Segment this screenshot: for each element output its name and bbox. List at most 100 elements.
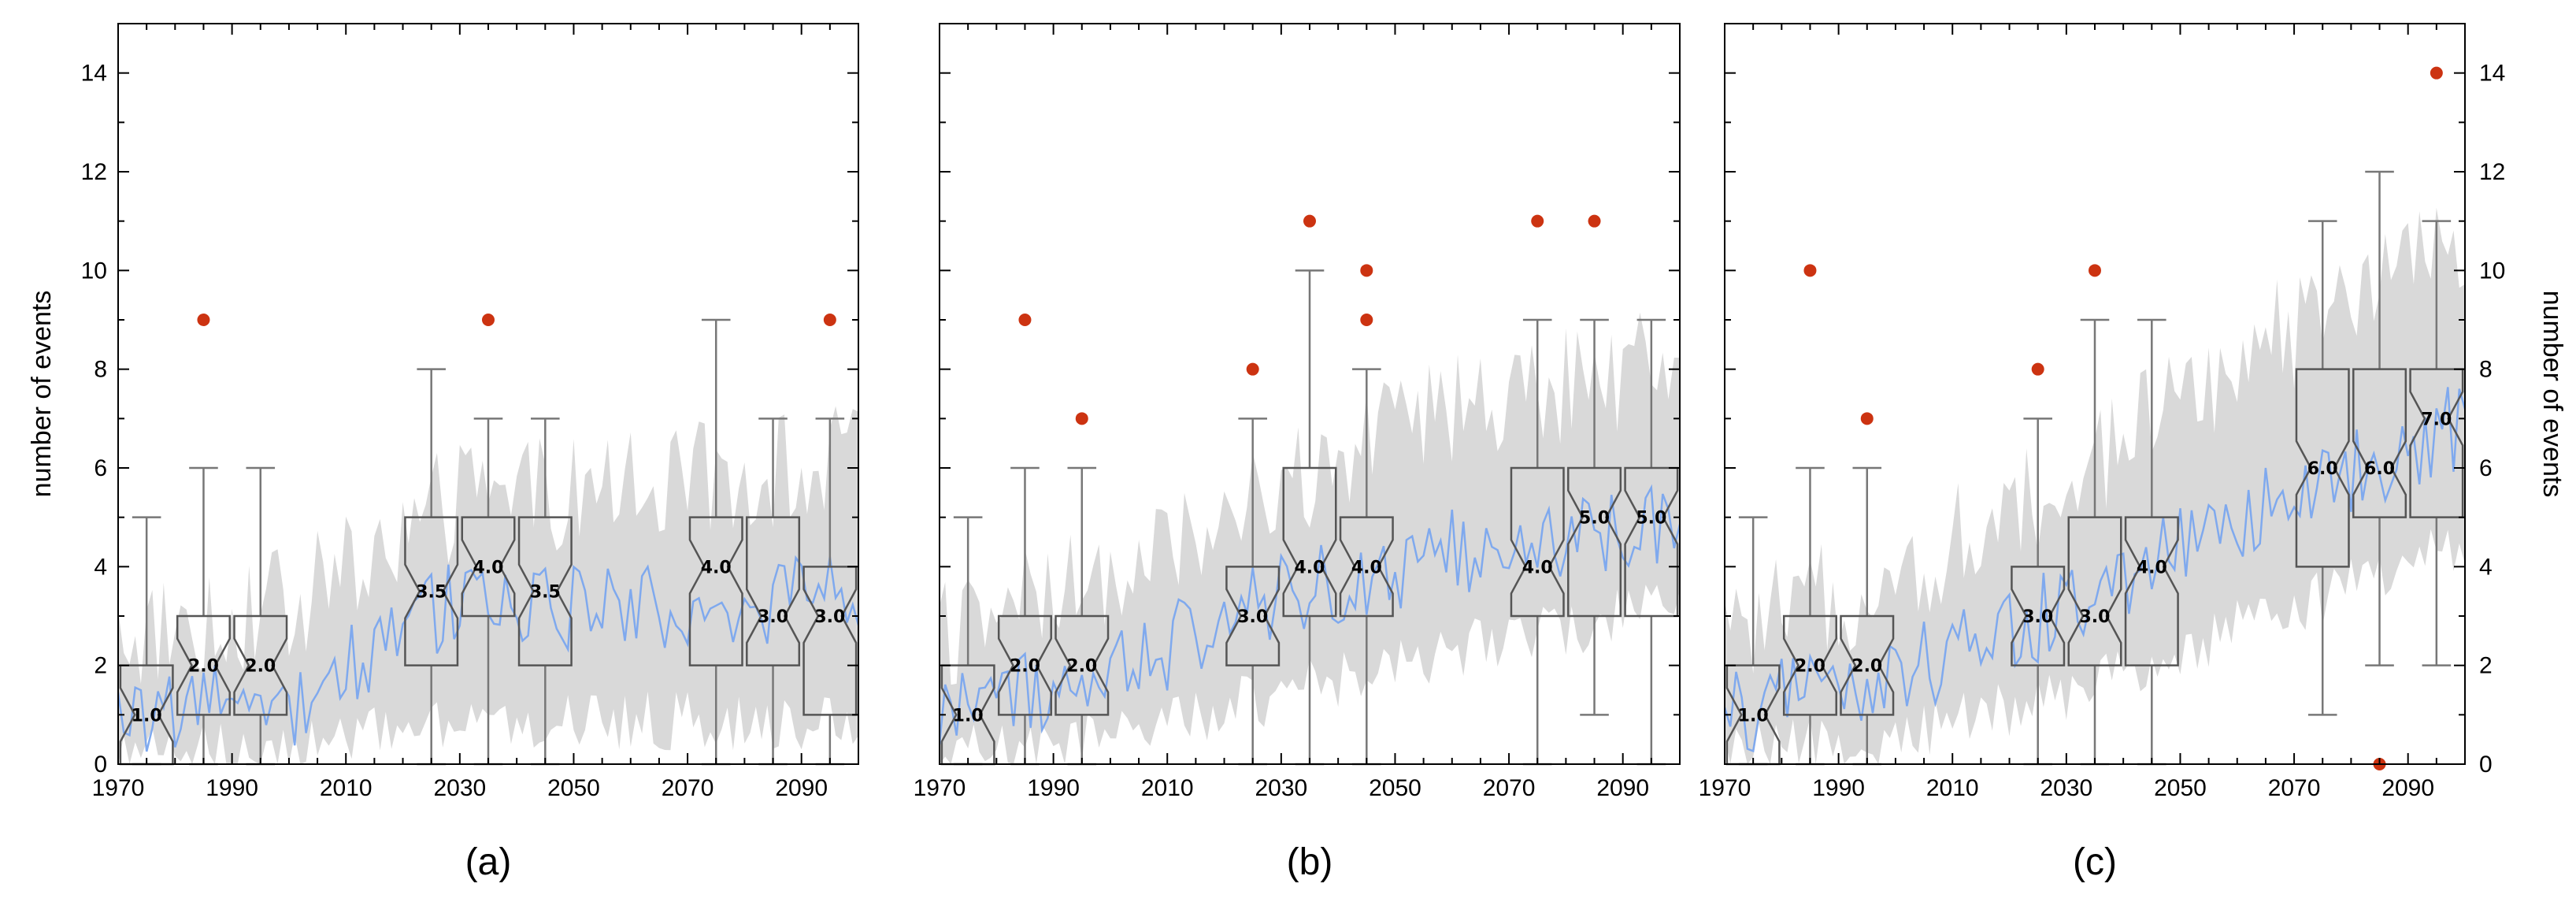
median-label: 1.0 xyxy=(1738,706,1769,726)
median-label: 2.0 xyxy=(1066,657,1097,677)
x-tick-label: 2030 xyxy=(2040,775,2092,801)
y-axis-title: number of events xyxy=(27,291,57,498)
box-body xyxy=(1510,466,1565,618)
x-tick-label: 2010 xyxy=(1926,775,1979,801)
outlier-point xyxy=(823,314,836,326)
y-tick-label: 14 xyxy=(2479,61,2505,87)
x-tick-label: 2090 xyxy=(1596,775,1649,801)
box-body xyxy=(997,614,1052,716)
median-label: 4.0 xyxy=(473,558,504,577)
median-label: 5.0 xyxy=(1579,509,1610,529)
x-tick-label: 2070 xyxy=(1483,775,1536,801)
outlier-point xyxy=(1303,214,1316,228)
box-body xyxy=(1282,466,1337,618)
x-tick-label: 2050 xyxy=(1369,775,1421,801)
median-label: 4.0 xyxy=(1295,558,1325,577)
y-tick-label: 4 xyxy=(94,554,107,580)
box-body xyxy=(233,614,288,716)
box-body xyxy=(2011,566,2066,666)
box-body xyxy=(461,516,516,618)
outlier-point xyxy=(197,314,210,326)
plot-area xyxy=(118,406,858,764)
box-5: 4.0 xyxy=(461,418,516,766)
y-tick-label: 12 xyxy=(2479,159,2505,185)
outlier-point xyxy=(1360,264,1373,277)
box-body xyxy=(1339,516,1394,618)
median-label: 6.0 xyxy=(2364,459,2395,479)
median-label: 7.0 xyxy=(2421,410,2452,429)
y-tick-label: 6 xyxy=(2479,455,2493,481)
box-body xyxy=(688,516,743,666)
box-3: 2.0 xyxy=(233,466,288,766)
median-label: 4.0 xyxy=(1522,558,1553,577)
outlier-point xyxy=(1075,412,1088,425)
y-axis-title: number of events xyxy=(2537,291,2567,498)
box-body xyxy=(2295,368,2350,568)
median-label: 2.0 xyxy=(1851,657,1882,677)
box-9: 7.0 xyxy=(2409,220,2464,666)
box-body xyxy=(746,516,801,666)
x-tick-label: 2050 xyxy=(2154,775,2207,801)
outlier-point xyxy=(1018,314,1032,326)
x-tick-label: 2070 xyxy=(2268,775,2321,801)
box-8: 6.0 xyxy=(2352,170,2407,666)
box-body xyxy=(404,516,459,666)
box-3: 2.0 xyxy=(1054,466,1110,766)
y-tick-label: 2 xyxy=(2479,653,2493,679)
median-label: 3.0 xyxy=(2022,607,2053,627)
x-tick-label: 1990 xyxy=(1812,775,1865,801)
box-8: 3.0 xyxy=(746,418,801,766)
median-label: 4.0 xyxy=(1351,558,1382,577)
box-body xyxy=(1054,614,1110,716)
x-tick-label: 2030 xyxy=(1255,775,1307,801)
median-label: 3.0 xyxy=(814,607,845,627)
x-tick-label: 2030 xyxy=(433,775,486,801)
median-label: 2.0 xyxy=(1795,657,1825,677)
y-tick-label: 10 xyxy=(2479,258,2505,284)
outlier-point xyxy=(1531,214,1544,228)
mean-series-line xyxy=(940,484,1680,745)
x-tick-label: 2090 xyxy=(2381,775,2434,801)
box-7: 6.0 xyxy=(2295,220,2350,716)
box-body xyxy=(1782,614,1837,716)
y-tick-label: 6 xyxy=(94,455,107,481)
box-4: 3.0 xyxy=(2011,418,2066,766)
y-tick-label: 0 xyxy=(2479,752,2493,778)
median-label: 2.0 xyxy=(245,657,276,677)
box-3: 2.0 xyxy=(1840,466,1895,766)
mean-series-line xyxy=(118,555,858,752)
outlier-point xyxy=(2430,66,2443,80)
box-body xyxy=(2124,516,2179,666)
median-label: 4.0 xyxy=(2137,558,2167,577)
panel-label: (c) xyxy=(2073,841,2117,883)
y-tick-label: 0 xyxy=(94,752,107,778)
box-body xyxy=(1225,566,1281,666)
box-body xyxy=(2067,516,2122,666)
box-5: 3.0 xyxy=(2067,318,2122,766)
median-label: 3.5 xyxy=(416,583,447,603)
median-label: 1.0 xyxy=(953,706,984,726)
panel-label: (b) xyxy=(1287,841,1333,883)
outlier-point xyxy=(482,314,495,326)
median-label: 5.0 xyxy=(1636,509,1666,529)
box-2: 2.0 xyxy=(997,466,1052,766)
outlier-point xyxy=(1360,314,1373,326)
y-tick-label: 14 xyxy=(81,61,107,87)
x-tick-label: 2070 xyxy=(662,775,714,801)
y-tick-label: 12 xyxy=(81,159,107,185)
median-label: 6.0 xyxy=(2307,459,2338,479)
x-tick-label: 2090 xyxy=(775,775,828,801)
median-label: 3.0 xyxy=(2080,607,2111,627)
box-body xyxy=(1567,466,1622,618)
y-tick-label: 2 xyxy=(94,653,107,679)
y-tick-label: 4 xyxy=(2479,554,2493,580)
outlier-point xyxy=(2031,362,2044,376)
median-label: 2.0 xyxy=(188,657,219,677)
outlier-point xyxy=(1588,214,1601,228)
box-body xyxy=(176,614,231,716)
x-tick-label: 1970 xyxy=(1699,775,1751,801)
box-body xyxy=(517,516,573,666)
y-tick-label: 8 xyxy=(2479,357,2493,383)
